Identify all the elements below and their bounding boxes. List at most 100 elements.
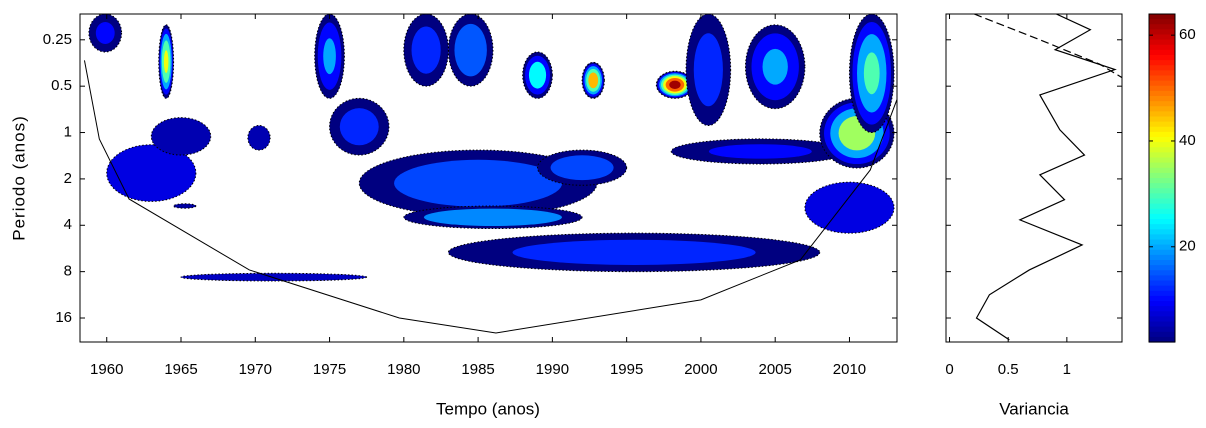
plot-frame [79, 13, 898, 343]
colorbar-segment [1149, 224, 1175, 230]
x-tick-label: 1985 [461, 361, 494, 378]
colorbar-segment [1149, 193, 1175, 200]
power-contour [95, 22, 115, 44]
colorbar-segment [1149, 19, 1175, 25]
x-axis-label: Tempo (anos) [436, 399, 540, 418]
colorbar-segment [1149, 65, 1175, 71]
power-contour [863, 52, 880, 95]
power-contour [669, 80, 681, 89]
power-patch [247, 124, 271, 151]
x-tick-label: 1990 [536, 361, 569, 378]
colorbar-segment [1149, 249, 1175, 256]
colorbar-segment [1149, 254, 1175, 261]
colorbar-segment [1149, 14, 1175, 20]
colorbar-segment [1149, 116, 1175, 123]
y-tick-label: 0.5 [51, 77, 72, 94]
power-contour [693, 33, 723, 107]
wavelet-area [83, 14, 897, 334]
x-tick-label: 1995 [610, 361, 643, 378]
colorbar-segment [1149, 265, 1175, 271]
colorbar-segment [1149, 39, 1175, 46]
colorbar-segment [1149, 167, 1175, 174]
power-patch [173, 203, 197, 209]
colorbar-segment [1149, 208, 1175, 215]
power-contour [339, 108, 379, 146]
colorbar-segment [1149, 198, 1175, 205]
colorbar-segment [1149, 229, 1175, 235]
power-contour [762, 48, 788, 85]
colorbar-tick-label: 20 [1179, 238, 1196, 255]
colorbar-segment [1149, 85, 1175, 92]
colorbar-segment [1149, 55, 1175, 61]
spectrum-area [973, 14, 1122, 341]
spectrum-line [975, 14, 1117, 341]
cone-of-influence [83, 60, 897, 334]
x-tick-label: 1975 [313, 361, 346, 378]
colorbar-tick-label: 40 [1179, 132, 1196, 149]
colorbar-segment [1149, 260, 1175, 266]
power-patch [150, 117, 212, 156]
colorbar-segment [1149, 275, 1175, 282]
x-tick-label: 2000 [684, 361, 717, 378]
colorbar-segment [1149, 285, 1175, 292]
colorbar-segment [1149, 244, 1175, 251]
x-tick-label: 1970 [239, 361, 272, 378]
colorbar-segment [1149, 60, 1175, 66]
colorbar-segment [1149, 270, 1175, 276]
colorbar-segment [1149, 280, 1175, 287]
x-tick-label: 2010 [833, 361, 866, 378]
x-tick-label: 1960 [90, 361, 123, 378]
power-contour [411, 26, 441, 74]
power-contour [528, 61, 547, 89]
colorbar-segment [1149, 172, 1175, 179]
colorbar-segment [1149, 152, 1175, 159]
power-contour [323, 38, 336, 75]
colorbar-segment [1149, 306, 1175, 312]
colorbar-segment [1149, 219, 1175, 225]
power-contour [163, 50, 169, 73]
colorbar-segment [1149, 29, 1175, 36]
power-contour [394, 159, 563, 207]
colorbar-segment [1149, 34, 1175, 41]
colorbar-segment [1149, 96, 1175, 102]
y-tick-label: 16 [55, 309, 72, 326]
colorbar-frame [1148, 13, 1176, 343]
x-tick-label: 2005 [759, 361, 792, 378]
x-tick-label: 0 [945, 361, 953, 378]
colorbar-segment [1149, 213, 1175, 220]
power-contour [512, 239, 756, 265]
power-patch [106, 144, 197, 202]
colorbar-segment [1149, 326, 1175, 333]
power-contour [708, 144, 812, 159]
colorbar-segment [1149, 331, 1175, 338]
y-axis-label: Periodo (anos) [9, 115, 28, 241]
colorbar-segment [1149, 183, 1175, 189]
colorbar-segment [1149, 234, 1175, 241]
colorbar-segment [1149, 188, 1175, 194]
colorbar-segment [1149, 321, 1175, 328]
power-contour [423, 208, 562, 227]
y-tick-label: 1 [64, 124, 72, 141]
colorbar-segment [1149, 290, 1175, 297]
colorbar-segment [1149, 162, 1175, 169]
y-tick-label: 0.25 [43, 31, 72, 48]
colorbar-segment [1149, 70, 1175, 77]
power-contour [454, 23, 487, 77]
colorbar-segment [1149, 301, 1175, 307]
x-tick-label: 1 [1063, 361, 1071, 378]
x-tick-label: 1980 [387, 361, 420, 378]
power-contour [550, 155, 614, 181]
colorbar-segment [1149, 178, 1175, 184]
x-tick-label: 1965 [164, 361, 197, 378]
x-axis-label: Variancia [999, 399, 1069, 418]
y-tick-label: 2 [64, 170, 72, 187]
y-tick-label: 4 [64, 216, 72, 233]
colorbar-segment [1149, 311, 1175, 317]
colorbar-segment [1149, 137, 1175, 143]
y-tick-label: 8 [64, 263, 72, 280]
colorbar-segment [1149, 24, 1175, 30]
colorbar-segment [1149, 126, 1175, 133]
colorbar-segment [1149, 90, 1175, 97]
